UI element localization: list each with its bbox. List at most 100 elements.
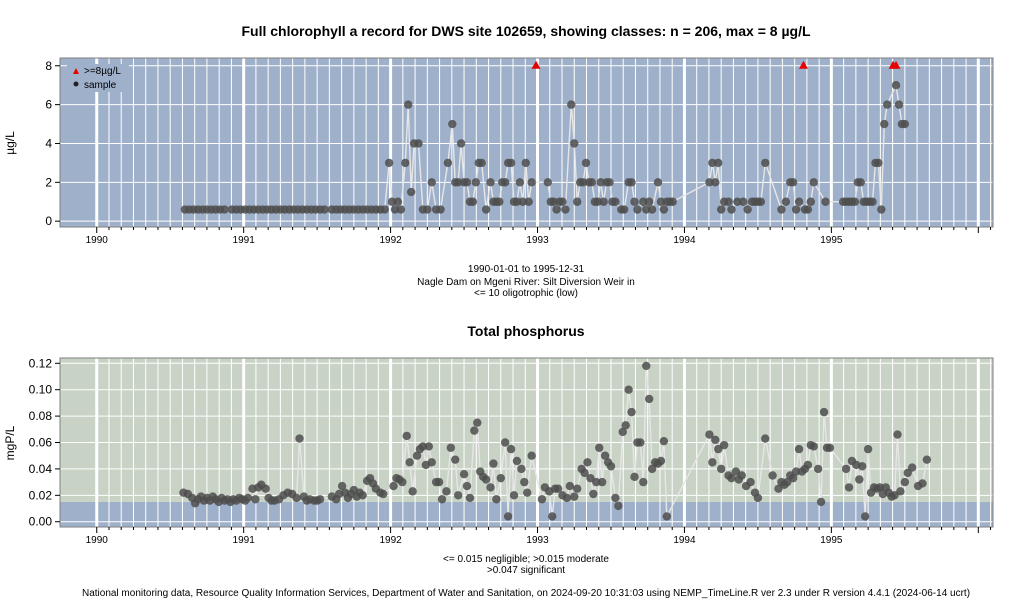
- data-point: [874, 158, 883, 168]
- data-point: [589, 489, 598, 499]
- data-point: [459, 469, 469, 479]
- data-point: [437, 495, 447, 504]
- data-point: [627, 178, 636, 187]
- chart2-ylabel: mgP/L: [3, 425, 17, 460]
- data-point: [794, 444, 804, 454]
- y-tick-label: 4: [45, 136, 52, 150]
- exceedance-marker: [798, 60, 808, 69]
- data-point: [656, 197, 666, 206]
- data-point: [893, 430, 902, 439]
- data-point: [708, 158, 717, 168]
- data-point: [521, 158, 530, 168]
- data-point: [443, 158, 453, 168]
- footer-credit: National monitoring data, Resource Quali…: [82, 588, 970, 599]
- data-point: [518, 197, 528, 206]
- data-point: [636, 438, 645, 447]
- data-point: [743, 205, 752, 214]
- data-point: [659, 205, 669, 214]
- exceedance-marker: [891, 60, 901, 69]
- data-point: [562, 493, 572, 503]
- plot-frame: [59, 57, 994, 228]
- data-point: [220, 205, 229, 214]
- data-point: [320, 205, 329, 214]
- data-point: [781, 197, 791, 206]
- data-point: [315, 495, 325, 504]
- data-point: [662, 512, 672, 521]
- data-point: [489, 459, 498, 468]
- data-point: [527, 451, 536, 460]
- data-point: [611, 197, 620, 206]
- data-point: [761, 434, 770, 443]
- y-tick-label: 0.00: [29, 515, 53, 529]
- data-point: [404, 100, 413, 109]
- data-point: [448, 119, 457, 129]
- data-point: [756, 197, 766, 206]
- data-point: [434, 477, 444, 487]
- data-point: [292, 493, 301, 503]
- data-point: [486, 178, 495, 187]
- chart1-points: [180, 80, 910, 214]
- data-point: [509, 491, 519, 500]
- chlorophyll-chart: Full chlorophyll a record for DWS site 1…: [3, 23, 994, 299]
- data-point: [251, 495, 260, 504]
- data-point: [427, 178, 436, 187]
- data-point: [500, 178, 510, 187]
- chart2-title: Total phosphorus: [467, 323, 584, 339]
- chart1-legend: >=8µg/L sample: [67, 64, 129, 92]
- data-point: [578, 178, 588, 187]
- data-point: [570, 492, 579, 501]
- data-point: [552, 205, 561, 214]
- data-point: [558, 197, 567, 206]
- data-point: [387, 197, 397, 206]
- data-point: [337, 481, 347, 491]
- data-point: [877, 205, 886, 214]
- data-point: [583, 458, 592, 467]
- data-point: [390, 205, 400, 214]
- data-point: [380, 205, 389, 214]
- data-point: [855, 475, 864, 484]
- data-point: [427, 458, 436, 467]
- data-point: [243, 493, 253, 503]
- chart2-points: [179, 361, 932, 521]
- data-point: [746, 477, 755, 487]
- data-point: [731, 467, 741, 476]
- data-point: [809, 442, 818, 451]
- x-tick-label: 1993: [526, 235, 549, 246]
- data-point: [642, 205, 651, 214]
- x-tick-label: 1994: [673, 535, 696, 546]
- data-point: [825, 443, 835, 452]
- data-point: [384, 158, 394, 168]
- data-point: [803, 205, 813, 214]
- data-point: [520, 477, 529, 487]
- data-point: [543, 178, 553, 187]
- legend-dot-icon: [73, 81, 79, 87]
- data-point: [633, 205, 642, 214]
- data-point: [503, 512, 513, 521]
- data-point: [883, 100, 892, 109]
- x-tick-label: 1993: [526, 535, 549, 546]
- data-point: [581, 158, 591, 168]
- data-point: [506, 444, 516, 454]
- data-point: [605, 178, 614, 187]
- data-point: [572, 197, 582, 206]
- data-point: [418, 442, 428, 451]
- data-point: [907, 463, 917, 472]
- data-point: [860, 512, 870, 521]
- x-tick-label: 1990: [86, 535, 109, 546]
- data-point: [618, 427, 627, 437]
- data-point: [567, 100, 576, 109]
- data-point: [659, 436, 669, 446]
- data-point: [451, 455, 460, 464]
- data-point: [500, 438, 510, 447]
- data-point: [295, 434, 304, 443]
- data-point: [844, 483, 854, 492]
- data-point: [642, 361, 651, 371]
- data-point: [453, 491, 463, 500]
- data-point: [890, 491, 899, 500]
- y-tick-label: 0.04: [29, 462, 53, 476]
- data-point: [716, 205, 726, 214]
- data-point: [894, 100, 904, 109]
- x-tick-label: 1995: [820, 535, 843, 546]
- data-point: [537, 495, 547, 504]
- data-point: [714, 158, 723, 168]
